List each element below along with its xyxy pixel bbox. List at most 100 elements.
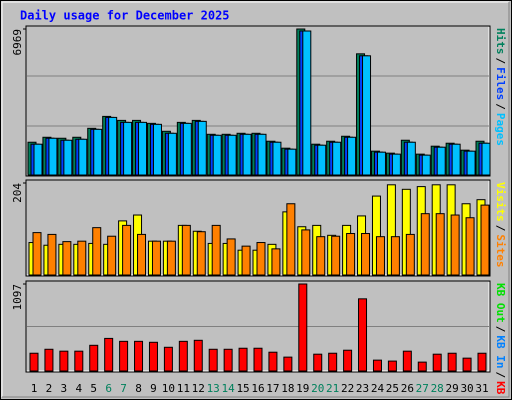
x-tick-label: 25: [386, 382, 399, 395]
x-tick-label: 15: [236, 382, 249, 395]
x-tick-label: 22: [341, 382, 354, 395]
bar: [74, 350, 84, 372]
x-tick-label: 10: [162, 382, 175, 395]
bar: [332, 141, 342, 176]
bar: [435, 213, 445, 276]
bar: [119, 340, 129, 372]
bar: [238, 347, 248, 372]
bar: [163, 346, 173, 372]
x-tick-label: 16: [251, 382, 264, 395]
x-tick-label: 4: [75, 382, 82, 395]
bar: [77, 240, 87, 276]
x-tick-label: 20: [311, 382, 324, 395]
bar: [166, 240, 176, 276]
bar: [148, 341, 158, 372]
bar: [447, 352, 457, 372]
legend: Visits / Sites: [494, 182, 507, 268]
bar: [152, 123, 162, 176]
bar: [432, 353, 442, 372]
bar: [361, 233, 371, 276]
legend-entry: Hits: [494, 28, 507, 55]
x-tick-label: 9: [150, 382, 157, 395]
bar: [108, 116, 118, 176]
bar: [104, 337, 114, 372]
legend-entry: KB F: [494, 381, 507, 400]
bar: [343, 349, 353, 372]
bar: [32, 232, 42, 276]
x-tick-label: 13: [207, 382, 220, 395]
bar: [480, 204, 490, 276]
bar: [450, 214, 460, 276]
x-tick-label: 19: [296, 382, 309, 395]
x-tick-label: 2: [46, 382, 53, 395]
bar: [375, 236, 385, 276]
bar: [223, 348, 233, 372]
x-tick-label: 21: [326, 382, 339, 395]
bar: [138, 121, 148, 176]
x-tick-label: 5: [90, 382, 97, 395]
x-tick-label: 3: [61, 382, 68, 395]
chart-title: Daily usage for December 2025: [20, 9, 230, 23]
legend: KB Out / KB In / KB F: [494, 283, 507, 400]
bar: [62, 241, 72, 276]
legend-entry: Visits: [494, 182, 507, 222]
bar: [417, 361, 427, 372]
bar: [272, 141, 282, 176]
bar: [123, 121, 133, 176]
legend-entry: Pages: [494, 113, 507, 146]
bar: [477, 352, 487, 372]
bar: [372, 359, 382, 372]
bar: [302, 30, 312, 176]
bar: [268, 351, 278, 372]
bar: [257, 133, 267, 176]
bar: [193, 339, 203, 372]
bar: [29, 352, 39, 372]
bar: [283, 356, 293, 372]
bar: [107, 235, 117, 276]
bar: [181, 224, 191, 276]
bar: [287, 148, 297, 176]
legend-separator: /: [494, 58, 507, 65]
bar: [151, 240, 161, 276]
bar: [466, 150, 476, 176]
bar: [78, 138, 88, 176]
x-tick-label: 12: [192, 382, 205, 395]
bar: [358, 298, 368, 372]
bar: [313, 353, 323, 372]
bar: [346, 233, 356, 276]
x-tick-label: 1: [31, 382, 38, 395]
bar: [436, 146, 446, 176]
legend-entry: Sites: [494, 234, 507, 267]
bar: [89, 344, 99, 372]
bar: [226, 238, 236, 276]
legend: Hits / Files / Pages: [494, 28, 507, 146]
legend-entry: KB In: [494, 335, 507, 368]
bar: [465, 217, 475, 276]
legend-separator: /: [494, 225, 507, 232]
bar: [331, 235, 341, 276]
bar: [182, 122, 192, 176]
x-tick-label: 23: [356, 382, 369, 395]
bar: [137, 233, 147, 276]
bar: [301, 229, 311, 276]
bar: [286, 203, 296, 276]
bar: [59, 350, 69, 372]
bar: [253, 347, 263, 372]
bar: [462, 357, 472, 372]
bar: [197, 120, 207, 176]
x-tick-label: 8: [135, 382, 142, 395]
x-tick-label: 27: [416, 382, 429, 395]
bar: [92, 227, 102, 276]
bar: [44, 348, 54, 372]
x-tick-label: 11: [177, 382, 190, 395]
bar: [328, 352, 338, 372]
legend-separator: /: [494, 372, 507, 379]
bar: [33, 143, 43, 176]
x-tick-label: 6: [105, 382, 112, 395]
bar: [211, 224, 221, 276]
bar: [317, 144, 327, 176]
x-tick-label: 26: [401, 382, 414, 395]
bar: [390, 236, 400, 276]
